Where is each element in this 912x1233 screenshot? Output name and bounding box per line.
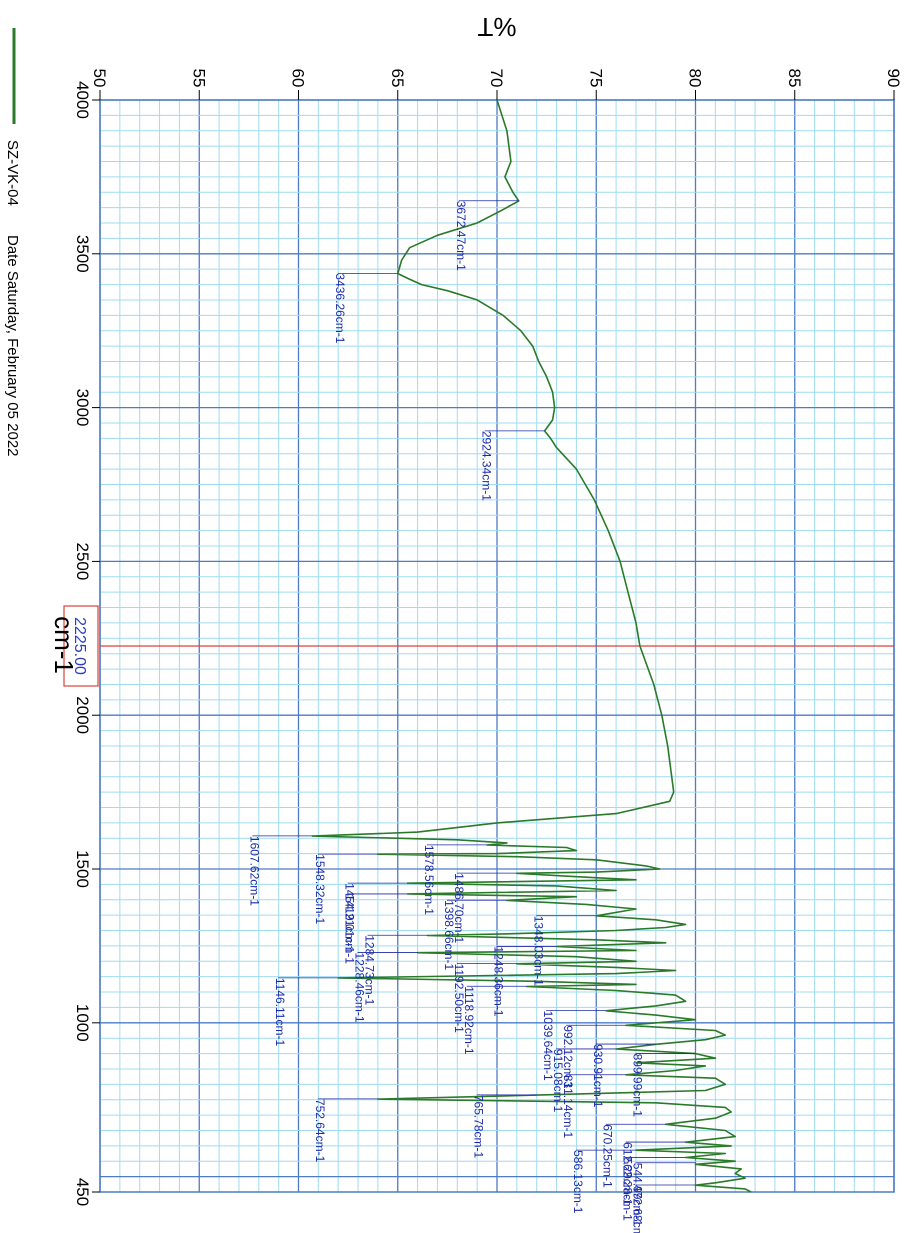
pct-tick-label: 55 — [189, 69, 208, 88]
wn-tick-label: 2500 — [73, 542, 92, 580]
cursor-line-group: 2225.00 — [63, 605, 894, 687]
annotation-label: 544.99cm-1 — [631, 1163, 645, 1227]
annotation-label: 1039.64cm-1 — [541, 1011, 555, 1081]
annotation-label: 930.91cm-1 — [591, 1044, 605, 1108]
pct-tick-label: 70 — [487, 69, 506, 88]
pct-tick-label: 50 — [90, 69, 109, 88]
x-axis-title: cm-1 — [49, 616, 79, 674]
wn-tick-label: 4000 — [73, 81, 92, 119]
annotation-label: 1248.36cm-1 — [492, 946, 506, 1016]
legend-series-name: SZ-VK-04 — [4, 140, 21, 206]
annotation-label: 1607.62cm-1 — [247, 836, 261, 906]
annotation-label: 1419.01cm-1 — [343, 894, 357, 964]
annotation-label: 1228.46cm-1 — [353, 953, 367, 1023]
annotation-label: 586.13cm-1 — [571, 1150, 585, 1214]
annotation-label: 1548.32cm-1 — [313, 854, 327, 924]
cursor-label: 2225.00 — [71, 617, 88, 675]
date-label: Date Saturday, February 05 2022 — [4, 235, 21, 457]
annotation-label: 3436.26cm-1 — [333, 273, 347, 343]
peak-annotations: 3672.47cm-1 3436.26cm-1 2924.34cm-1 1607.62… — [247, 200, 696, 1233]
annotation-label: 1192.50cm-1 — [452, 964, 466, 1033]
annotation-label: 670.25cm-1 — [601, 1124, 615, 1188]
annotation-label: 1578.56cm-1 — [422, 845, 436, 915]
annotation-label: 1348.03cm-1 — [531, 916, 545, 986]
pct-tick-label: 60 — [289, 69, 308, 88]
annotation-label: 1486.70cm-1 — [452, 873, 466, 943]
wn-tick-label: 3000 — [73, 389, 92, 427]
annotation-label: 992.12cm-1 — [561, 1025, 575, 1089]
y-axis-title: %T — [477, 12, 516, 42]
annotation-label: 1118.92cm-1 — [462, 986, 476, 1055]
series-group — [311, 99, 752, 1193]
cursor-label-box — [63, 605, 99, 687]
pct-tick-label: 65 — [388, 69, 407, 88]
annotation-label: 1146.11cm-1 — [273, 978, 287, 1047]
series-line — [311, 99, 752, 1193]
pct-tick-label: 90 — [884, 69, 903, 88]
annotation-label: 472.68cm-1 — [631, 1185, 645, 1233]
wn-tick-label: 1500 — [73, 850, 92, 888]
annotation-label: 1454.21cm-1 — [343, 883, 357, 953]
pct-tick-label: 75 — [586, 69, 605, 88]
annotation-label: 2924.34cm-1 — [480, 431, 494, 501]
pct-tick-label: 80 — [686, 69, 705, 88]
annotation-label: 752.64cm-1 — [313, 1099, 327, 1163]
wn-tick-label: 450 — [73, 1178, 92, 1206]
wn-tick-label: 1000 — [73, 1004, 92, 1042]
annotation-label: 915.08cm-1 — [551, 1049, 565, 1113]
annotation-label: 765.78cm-1 — [472, 1095, 486, 1159]
wn-tick-label: 3500 — [73, 235, 92, 273]
annotation-label: 612.29cm-1 — [621, 1142, 635, 1206]
annotation-label: 831.14cm-1 — [561, 1075, 575, 1139]
annotation-label: 1398.66cm-1 — [442, 900, 456, 970]
pct-tick-label: 85 — [785, 69, 804, 88]
annotation-label: 562.28cm-1 — [621, 1157, 635, 1221]
annotation-label: 3672.47cm-1 — [454, 201, 468, 271]
wn-tick-label: 2000 — [73, 696, 92, 734]
annotation-label: 899.99cm-1 — [631, 1054, 645, 1118]
axis-ticks: 50 55 60 65 70 75 80 85 90 4000 3500 3000 2500 2000 15… — [73, 69, 903, 1207]
